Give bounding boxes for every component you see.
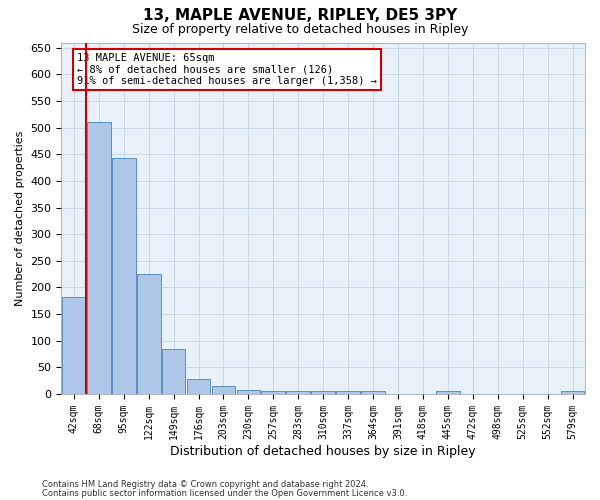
Y-axis label: Number of detached properties: Number of detached properties <box>15 130 25 306</box>
Bar <box>62 297 86 394</box>
Text: 13, MAPLE AVENUE, RIPLEY, DE5 3PY: 13, MAPLE AVENUE, RIPLEY, DE5 3PY <box>143 8 457 22</box>
Bar <box>311 392 335 394</box>
Text: 13 MAPLE AVENUE: 65sqm
← 8% of detached houses are smaller (126)
91% of semi-det: 13 MAPLE AVENUE: 65sqm ← 8% of detached … <box>77 53 377 86</box>
Bar <box>286 392 310 394</box>
Text: Size of property relative to detached houses in Ripley: Size of property relative to detached ho… <box>132 22 468 36</box>
Bar <box>361 392 385 394</box>
Bar <box>262 391 285 394</box>
Bar <box>436 392 460 394</box>
Bar <box>236 390 260 394</box>
Bar <box>162 348 185 394</box>
Text: Contains HM Land Registry data © Crown copyright and database right 2024.: Contains HM Land Registry data © Crown c… <box>42 480 368 489</box>
Bar <box>560 392 584 394</box>
Text: Contains public sector information licensed under the Open Government Licence v3: Contains public sector information licen… <box>42 488 407 498</box>
X-axis label: Distribution of detached houses by size in Ripley: Distribution of detached houses by size … <box>170 444 476 458</box>
Bar <box>212 386 235 394</box>
Bar <box>112 158 136 394</box>
Bar <box>137 274 161 394</box>
Bar <box>87 122 110 394</box>
Bar <box>336 392 360 394</box>
Bar <box>187 379 211 394</box>
